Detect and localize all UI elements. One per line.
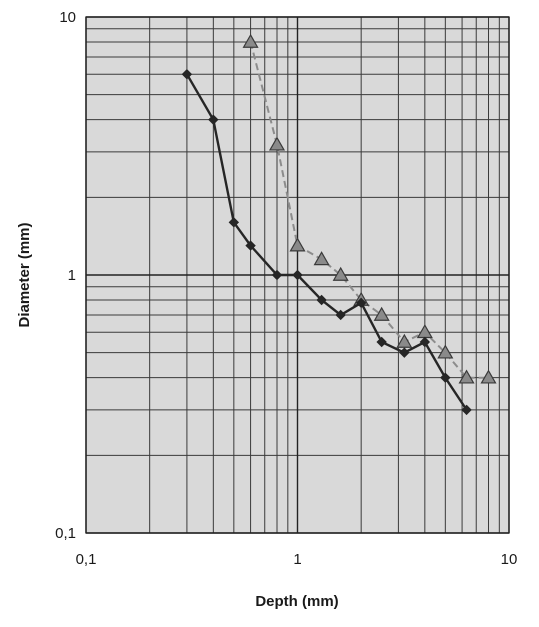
x-tick-label: 10 — [501, 551, 518, 568]
series-diamond — [181, 69, 472, 416]
diamond-marker — [461, 404, 472, 416]
series-layer — [181, 33, 497, 416]
plot-frame — [85, 16, 510, 534]
triangle-marker — [396, 333, 413, 348]
diamond-marker — [228, 217, 240, 228]
x-tick-label: 0,1 — [76, 551, 97, 568]
triangle-marker — [373, 306, 390, 321]
y-axis-title: Diameter (mm) — [16, 222, 33, 327]
triangle-marker — [332, 266, 349, 281]
triangle-marker — [313, 251, 330, 266]
diamond-marker — [440, 372, 451, 383]
y-tick-label: 10 — [59, 9, 76, 26]
triangle-marker — [480, 369, 497, 384]
diamond-marker — [419, 336, 431, 348]
diamond-marker — [355, 297, 367, 309]
diamond-marker — [316, 294, 327, 306]
diamond-marker — [181, 69, 193, 80]
triangle-marker — [268, 136, 286, 151]
series-triangle — [242, 33, 497, 384]
triangle-marker — [242, 33, 259, 48]
x-axis-title: Depth (mm) — [255, 593, 338, 610]
x-tick-label: 1 — [293, 551, 301, 568]
triangle-marker — [289, 237, 306, 252]
y-tick-label: 1 — [68, 267, 76, 284]
diamond-marker — [376, 336, 387, 348]
diamond-marker — [399, 347, 410, 358]
triangle-marker — [458, 369, 475, 384]
series-diamond-line — [185, 73, 468, 411]
diamond-marker — [208, 114, 219, 125]
triangle-marker — [437, 344, 454, 359]
tick-labels: 0,1 1 10 10 1 0,1 — [55, 9, 517, 568]
diamond-marker — [245, 240, 256, 251]
diamond-marker — [335, 309, 346, 321]
y-tick-label: 0,1 — [55, 525, 76, 542]
diamond-marker — [292, 269, 303, 281]
diamond-marker — [271, 269, 283, 281]
